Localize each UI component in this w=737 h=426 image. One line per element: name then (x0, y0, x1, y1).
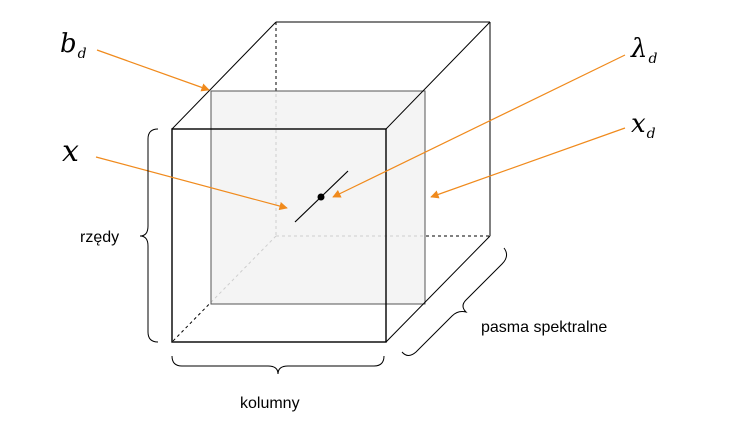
arrow-x-d (431, 128, 625, 197)
label-rows: rzędy (80, 229, 119, 246)
label-columns: kolumny (240, 395, 300, 412)
rows-brace (140, 129, 158, 342)
columns-brace (172, 356, 384, 374)
pixel-point (318, 194, 325, 201)
label-lambda-d: λd (630, 34, 657, 67)
label-x-d: xd (631, 109, 656, 142)
label-b-d: bd (60, 29, 87, 62)
arrow-b-d (97, 50, 209, 90)
label-x: x (62, 134, 79, 169)
label-spectral-bands: pasma spektralne (481, 319, 607, 336)
